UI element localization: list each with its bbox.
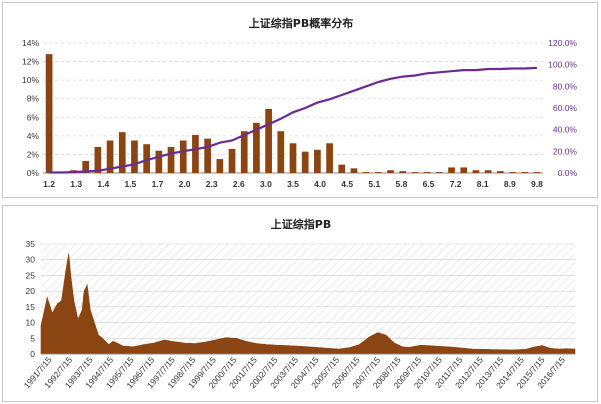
distribution-bar — [155, 150, 163, 173]
y2-tick-label: 60.0% — [553, 103, 578, 113]
distribution-bar — [118, 132, 126, 173]
chart-title: 上证综指PB — [271, 217, 331, 231]
distribution-bar — [253, 122, 260, 173]
pb-history-chart: 上证综指PB 051015202530351991/7/151992/7/151… — [22, 217, 576, 390]
chart-title: 上证综指PB概率分布 — [249, 16, 353, 30]
distribution-bar — [204, 138, 211, 173]
distribution-bar — [301, 151, 309, 173]
distribution-bar — [82, 160, 90, 173]
y-tick-label: 5 — [30, 333, 35, 343]
y-tick-label: 10 — [26, 318, 36, 328]
x-tick-label: 5.1 — [368, 179, 380, 189]
distribution-bar — [338, 164, 346, 173]
x-tick-label: 1.5 — [124, 179, 136, 189]
x-tick-label: 7.2 — [450, 179, 462, 189]
x-tick-label: 4.0 — [314, 179, 326, 189]
distribution-bar — [435, 172, 443, 173]
y-tick-label: 12% — [22, 57, 39, 67]
distribution-bar — [472, 170, 480, 173]
distribution-bar — [94, 147, 102, 173]
distribution-bar — [521, 172, 529, 173]
x-tick-label: 4.5 — [341, 179, 353, 189]
distribution-bar — [240, 131, 248, 173]
x-tick-label: 1.4 — [97, 179, 109, 189]
distribution-bar — [277, 131, 285, 173]
y2-tick-label: 20.0% — [553, 146, 578, 156]
x-tick-label: 1.7 — [152, 179, 164, 189]
distribution-bar — [411, 172, 419, 173]
x-tick-label: 2.0 — [179, 179, 191, 189]
distribution-bar — [362, 172, 370, 173]
distribution-bar — [326, 143, 333, 173]
distribution-bar — [423, 172, 431, 173]
distribution-bar — [484, 170, 492, 173]
y-tick-label: 10% — [22, 75, 39, 85]
y-tick-label: 4% — [27, 131, 40, 141]
distribution-bar — [192, 134, 199, 173]
distribution-bar — [509, 172, 516, 173]
distribution-bar — [179, 140, 187, 173]
y2-tick-label: 120.0% — [548, 38, 577, 48]
distribution-bar — [143, 144, 151, 173]
distribution-bar — [216, 159, 224, 173]
distribution-bar — [45, 54, 53, 174]
x-tick-label: 9.8 — [531, 179, 543, 189]
distribution-bar — [496, 171, 504, 173]
distribution-bar — [314, 149, 321, 173]
distribution-bar — [375, 172, 382, 173]
distribution-bar — [533, 172, 541, 173]
y-tick-label: 6% — [27, 112, 40, 122]
y2-tick-label: 0.0% — [558, 168, 578, 178]
x-tick-label: 8.9 — [504, 179, 516, 189]
x-tick-label: 8.1 — [477, 179, 489, 189]
distribution-bar — [460, 167, 468, 173]
x-tick-label: 1.2 — [43, 179, 55, 189]
y2-tick-label: 80.0% — [553, 81, 578, 91]
x-tick-label: 3.5 — [287, 179, 299, 189]
y-tick-label: 25 — [26, 270, 36, 280]
y-tick-label: 20 — [26, 286, 36, 296]
distribution-bar — [399, 171, 407, 173]
y-tick-label: 8% — [27, 94, 40, 104]
pb-distribution-chart: 上证综指PB概率分布 0% 2% 4% 6% 8% 10% 12% 14% 0.0% 20.0% 4… — [22, 16, 578, 189]
x-tick-label: 2.3 — [206, 179, 218, 189]
distribution-bar — [131, 140, 138, 173]
y2-tick-label: 100.0% — [548, 60, 577, 70]
distribution-bar — [448, 167, 455, 173]
plot-background — [41, 244, 575, 354]
distribution-bar — [350, 168, 358, 173]
distribution-bar — [228, 148, 236, 173]
y-tick-label: 0 — [30, 349, 35, 359]
distribution-bar — [106, 140, 114, 173]
x-tick-label: 5.8 — [395, 179, 407, 189]
y-tick-label: 0% — [27, 168, 40, 178]
x-tick-label: 3.0 — [260, 179, 272, 189]
pb-history-panel: 上证综指PB 0 5 10 15 20 25 30 35 1991/7/15 1992/7/15 1… — [2, 205, 598, 402]
y-tick-label: 2% — [27, 149, 40, 159]
pb-distribution-panel: 上证综指PB概率分布 0% 2% 4% 6% 8% 10% 12% 14% 0.0% 20.0% 4… — [2, 2, 598, 198]
y-tick-label: 15 — [26, 302, 36, 312]
pb-area — [40, 253, 576, 355]
y-tick-label: 30 — [26, 255, 36, 265]
distribution-bar — [387, 170, 394, 173]
x-tick-label: 2.6 — [233, 179, 245, 189]
y-tick-label: 35 — [26, 239, 36, 249]
x-tick-label: 1.3 — [70, 179, 82, 189]
y-tick-label: 14% — [22, 38, 39, 48]
distribution-bar — [167, 147, 175, 173]
y2-tick-label: 40.0% — [553, 125, 578, 135]
distribution-bar — [289, 143, 297, 173]
x-tick-label: 6.5 — [423, 179, 435, 189]
cumulative-line — [49, 66, 537, 174]
distribution-bar — [265, 108, 272, 173]
